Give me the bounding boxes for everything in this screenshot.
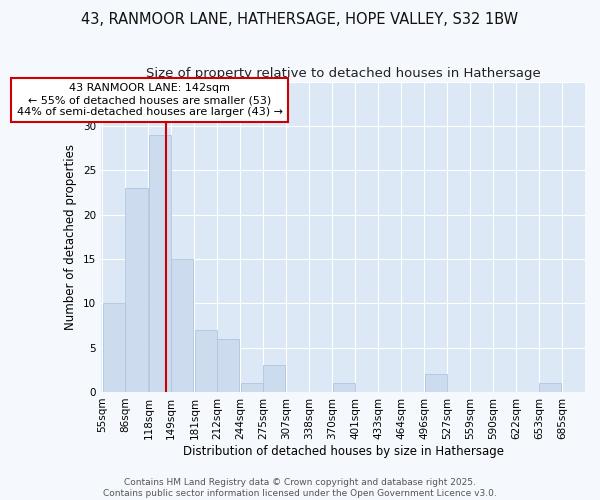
- Text: 43, RANMOOR LANE, HATHERSAGE, HOPE VALLEY, S32 1BW: 43, RANMOOR LANE, HATHERSAGE, HOPE VALLE…: [82, 12, 518, 28]
- Title: Size of property relative to detached houses in Hathersage: Size of property relative to detached ho…: [146, 68, 541, 80]
- Text: Contains HM Land Registry data © Crown copyright and database right 2025.
Contai: Contains HM Land Registry data © Crown c…: [103, 478, 497, 498]
- X-axis label: Distribution of detached houses by size in Hathersage: Distribution of detached houses by size …: [182, 444, 503, 458]
- Bar: [125, 188, 148, 392]
- Bar: [217, 339, 239, 392]
- Bar: [103, 304, 125, 392]
- Bar: [241, 383, 263, 392]
- Bar: [425, 374, 447, 392]
- Bar: [332, 383, 355, 392]
- Text: 43 RANMOOR LANE: 142sqm
← 55% of detached houses are smaller (53)
44% of semi-de: 43 RANMOOR LANE: 142sqm ← 55% of detache…: [17, 84, 283, 116]
- Y-axis label: Number of detached properties: Number of detached properties: [64, 144, 77, 330]
- Bar: [149, 135, 171, 392]
- Bar: [172, 259, 193, 392]
- Bar: [539, 383, 562, 392]
- Bar: [194, 330, 217, 392]
- Bar: [263, 366, 286, 392]
